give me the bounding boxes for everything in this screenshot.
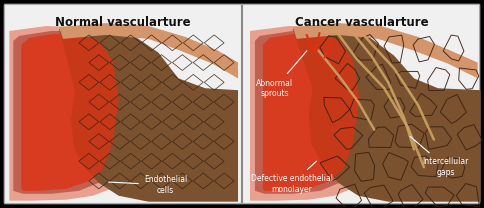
Polygon shape — [250, 26, 388, 201]
Polygon shape — [293, 26, 481, 202]
Polygon shape — [255, 31, 373, 194]
Polygon shape — [293, 23, 478, 78]
Text: Defective endothelial
monolayer: Defective endothelial monolayer — [251, 161, 333, 194]
FancyBboxPatch shape — [4, 4, 480, 204]
Polygon shape — [263, 34, 359, 191]
Text: Intercellular
gaps: Intercellular gaps — [410, 136, 469, 177]
Text: Abnormal
sprouts: Abnormal sprouts — [256, 51, 307, 98]
Polygon shape — [14, 31, 133, 194]
Text: Cancer vascularture: Cancer vascularture — [296, 16, 429, 29]
Polygon shape — [59, 23, 238, 78]
Polygon shape — [59, 26, 238, 202]
Polygon shape — [21, 34, 119, 191]
Text: Endothelial
cells: Endothelial cells — [108, 175, 187, 195]
Text: Normal vascularture: Normal vascularture — [55, 16, 191, 29]
Polygon shape — [9, 26, 149, 201]
